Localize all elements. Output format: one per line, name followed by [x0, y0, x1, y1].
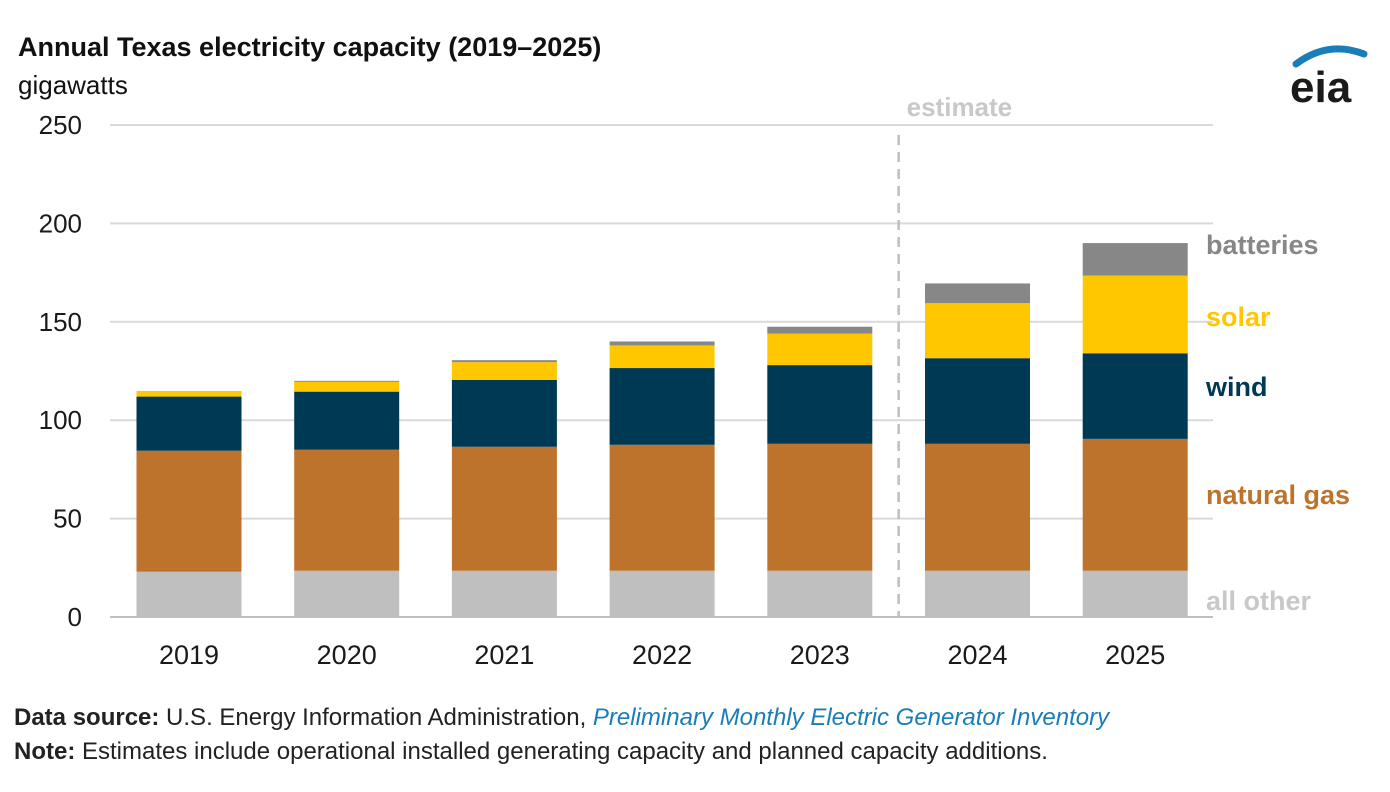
- x-tick-label: 2025: [1105, 640, 1165, 670]
- data-source-line: Data source: U.S. Energy Information Adm…: [14, 704, 1109, 732]
- bar-segment: [1082, 353, 1188, 439]
- chart-title: Annual Texas electricity capacity (2019–…: [18, 32, 602, 62]
- bar-segment: [609, 345, 715, 369]
- eia-logo: eia: [1290, 45, 1368, 108]
- bar-segment: [1082, 243, 1188, 276]
- bar-segment: [609, 444, 715, 571]
- bar-segment: [451, 379, 557, 447]
- bar-segment: [767, 333, 873, 366]
- data-source-link[interactable]: Preliminary Monthly Electric Generator I…: [592, 704, 1110, 731]
- y-axis-units: gigawatts: [18, 70, 128, 100]
- bar-segment: [294, 380, 400, 382]
- y-tick-label: 0: [68, 602, 82, 632]
- bar-segment: [451, 570, 557, 617]
- legend-entry: natural gas: [1206, 480, 1350, 510]
- y-tick-label: 50: [53, 504, 82, 534]
- bar-segment: [136, 450, 242, 572]
- bar-segment: [294, 449, 400, 571]
- legend-entry: solar: [1206, 302, 1271, 332]
- note-line: Note: Estimates include operational inst…: [14, 738, 1048, 766]
- bar-segment: [925, 303, 1030, 359]
- legend-entry: batteries: [1206, 230, 1319, 260]
- data-source-label: Data source:: [14, 704, 160, 731]
- bar-segment: [609, 570, 715, 617]
- x-tick-label: 2022: [632, 640, 692, 670]
- bar-segment: [451, 362, 557, 380]
- bar-segment: [451, 446, 557, 571]
- bar-segment: [925, 443, 1030, 571]
- x-tick-label: 2019: [159, 640, 219, 670]
- bar-segment: [294, 570, 400, 617]
- y-tick-label: 250: [39, 110, 82, 140]
- bar-segment: [1082, 438, 1188, 571]
- bar-segment: [1082, 570, 1188, 617]
- x-tick-label: 2023: [790, 640, 850, 670]
- x-tick-label: 2024: [947, 640, 1007, 670]
- bar-segment: [767, 326, 873, 334]
- logo-arc-icon: [1292, 45, 1368, 68]
- bar-segment: [451, 360, 557, 363]
- bar-segment: [609, 341, 715, 346]
- bar-segment: [925, 358, 1030, 444]
- estimate-label: estimate: [907, 92, 1013, 122]
- legend-entry: wind: [1205, 372, 1268, 402]
- bar-segment: [767, 443, 873, 571]
- logo-text: eia: [1290, 63, 1352, 108]
- y-tick-label: 200: [39, 208, 82, 238]
- bar-segment: [136, 396, 242, 451]
- bar-segment: [136, 391, 242, 397]
- bar-segment: [767, 570, 873, 617]
- stacked-bar-chart: 0 50 100 150 200 250 2019 2020 2021 2022 2023 2024 2…: [39, 92, 1350, 670]
- bar-segment: [609, 368, 715, 445]
- data-source-text: U.S. Energy Information Administration,: [159, 704, 593, 731]
- y-tick-label: 150: [39, 307, 82, 337]
- x-tick-label: 2020: [317, 640, 377, 670]
- note-text: Estimates include operational installed …: [75, 738, 1048, 765]
- bar-segment: [1082, 275, 1188, 354]
- bar-segment: [294, 391, 400, 450]
- bar-segment: [925, 283, 1030, 304]
- bar-segment: [136, 571, 242, 617]
- bar-segment: [294, 381, 400, 392]
- bar-segment: [925, 570, 1030, 617]
- legend-entry: all other: [1206, 586, 1312, 616]
- y-tick-label: 100: [39, 405, 82, 435]
- note-label: Note:: [14, 738, 76, 765]
- x-tick-label: 2021: [474, 640, 534, 670]
- bar-segment: [767, 365, 873, 444]
